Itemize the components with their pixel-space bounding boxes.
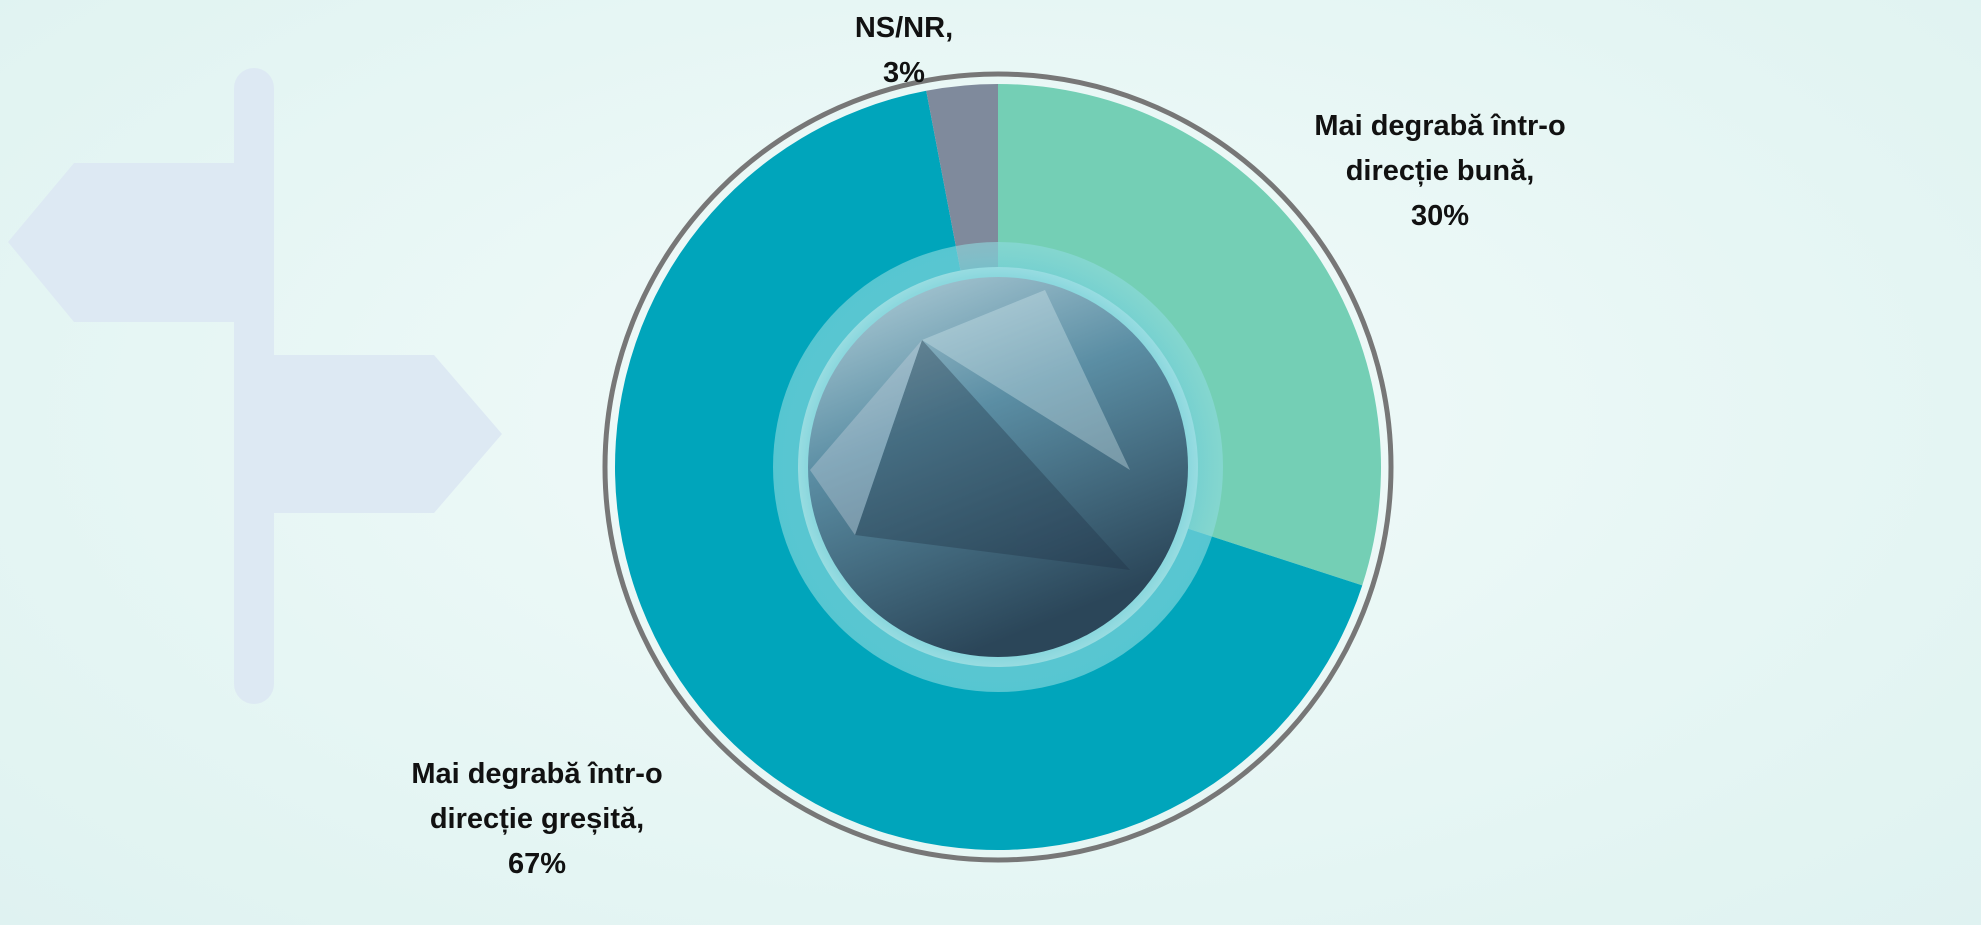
- donut-slice: [926, 84, 998, 271]
- signpost-decoration: [8, 68, 502, 704]
- category-label: Mai degrabă într-o direcție bună,: [1314, 110, 1566, 187]
- category-label: NS/NR,: [854, 12, 954, 44]
- value-label: 3%: [883, 57, 925, 89]
- outer-ring: [602, 71, 1394, 863]
- donut-slice: [615, 90, 1363, 850]
- category-label: Mai degrabă într-o direcție greșită,: [411, 758, 663, 835]
- label-wrong: Mai degrabă într-o direcție greșită, 67%: [377, 752, 697, 887]
- value-label: 67%: [507, 848, 567, 880]
- center-sphere: [808, 277, 1188, 657]
- label-nsnr: NS/NR, 3%: [834, 6, 974, 96]
- donut-slice: [998, 84, 1381, 586]
- label-good: Mai degrabă într-o direcție bună, 30%: [1310, 104, 1570, 239]
- gem-facets: [810, 290, 1130, 570]
- value-label: 30%: [1410, 200, 1470, 232]
